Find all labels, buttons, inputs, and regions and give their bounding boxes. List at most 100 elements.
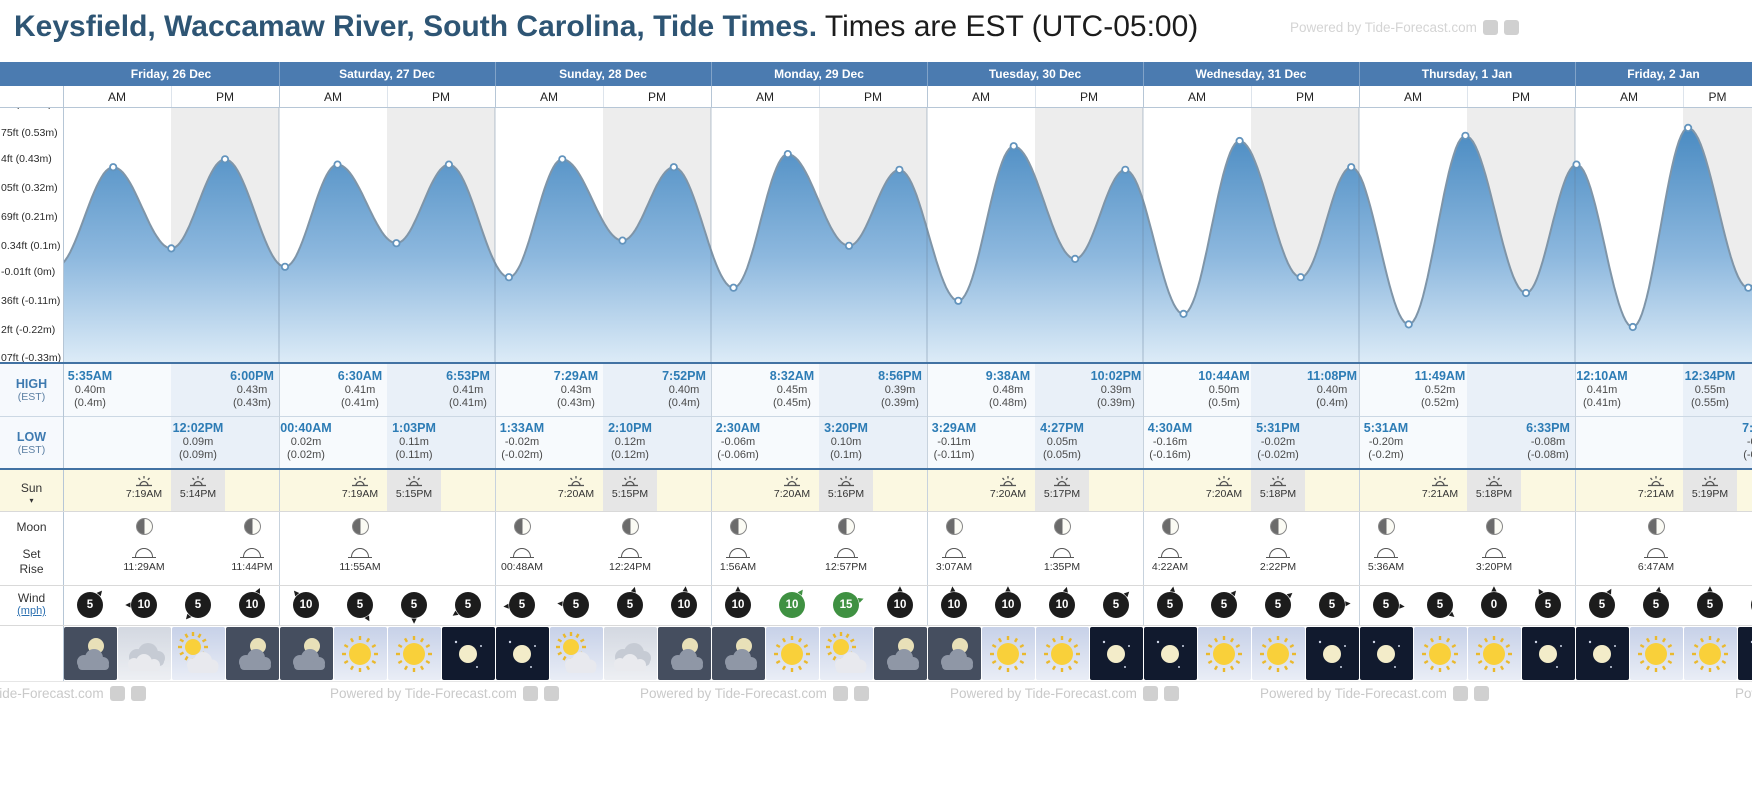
low-tide-entry: 2:30AM -0.06m (-0.06m) [688, 421, 788, 463]
wind-speed-badge: 10 [995, 592, 1021, 618]
y-axis-label: 75ft (0.53m) [1, 127, 58, 140]
wind-speed-badge: 10 [131, 592, 157, 618]
tide-time: 3:20PM [824, 421, 868, 435]
tide-extreme-marker [1521, 288, 1531, 298]
high-tide-entry: 5:35AM 0.40m (0.4m) [40, 369, 140, 411]
powered-watermark: Powered by Tide-Forecast.com [1290, 20, 1519, 35]
ampm-pm-cell: PM [171, 86, 280, 107]
weather-cell-sun-cloud [549, 627, 603, 680]
weather-cell-sun [1413, 627, 1467, 680]
tide-height-alt: (0.1m) [830, 449, 862, 461]
sunset-icon [816, 474, 876, 487]
sun-event-time: 7:20AM [557, 488, 595, 500]
social-icon-placeholder [130, 686, 146, 701]
sunrise-icon [1626, 474, 1686, 487]
wind-badge-group: ▲5 [1585, 584, 1619, 622]
tide-height-m: 0.43m [560, 383, 592, 396]
day-separator-line [1359, 364, 1360, 468]
moon-phase-icon [513, 518, 531, 535]
tide-extreme-marker [1296, 273, 1305, 282]
day-header-cell: Monday, 29 Dec [711, 62, 928, 86]
day-separator-line [279, 512, 280, 585]
horizon-line-icon [1266, 557, 1290, 558]
wind-speed-badge: 5 [1265, 592, 1291, 618]
day-header-cell: Saturday, 27 Dec [279, 62, 496, 86]
social-icon-placeholder [1482, 20, 1498, 35]
tide-extreme-marker [783, 149, 792, 159]
wind-speed-badge: 5 [1373, 592, 1399, 618]
weather-cell-moon-cloud [657, 627, 711, 680]
high-tide-entry: 11:08PM 0.40m (0.4m) [1282, 369, 1382, 411]
sun-event-time: 5:15PM [611, 488, 649, 500]
moon-row-label: Moon [16, 520, 47, 534]
y-axis-label: -0.01ft (0m) [1, 266, 56, 278]
weather-row [0, 626, 1752, 681]
sunset-icon [600, 474, 660, 487]
tide-time: 5:31AM [1363, 421, 1409, 435]
sunrise-event: 7:19AM [330, 474, 390, 500]
tide-height-m: -0.11m [937, 435, 971, 448]
high-tide-entry: 6:00PM 0.43m (0.43m) [202, 369, 302, 411]
day-header-cell: Friday, 2 Jan [1575, 62, 1752, 86]
horizon-line-icon [1644, 557, 1668, 558]
weather-cell-moon [1089, 627, 1143, 680]
tide-extreme-marker [954, 296, 963, 305]
wind-speed-badge: 5 [1643, 592, 1669, 618]
tide-height-m: 0.09m [182, 435, 214, 448]
day-separator-line [927, 586, 928, 625]
moon-event: 6:47AM [1626, 512, 1686, 573]
watermark-text: Powered by Tide-Forecast.com [1290, 20, 1477, 35]
moonrise-set-icon [1485, 548, 1503, 557]
high-row-label: HIGH (EST) [15, 377, 48, 403]
moon-event-time: 11:29AM [123, 561, 165, 573]
tide-extreme-marker [504, 273, 513, 282]
footer-watermarks: ed by Tide-Forecast.com Powered by Tide-F… [0, 686, 1752, 706]
row-divider [0, 585, 1752, 586]
sunrise-icon [1410, 474, 1470, 487]
wind-badge-group: ▲5 [397, 588, 431, 627]
high-tide-entry: 6:30AM 0.41m (0.41m) [310, 369, 410, 411]
tide-extreme-marker [333, 160, 342, 169]
day-separator-line [495, 586, 496, 625]
tide-height-m: 0.41m [1586, 383, 1618, 396]
moon-phase-icon [135, 518, 153, 535]
tide-height-m: 0.39m [884, 383, 916, 396]
sun-event-time: 7:19AM [125, 488, 163, 500]
moon-phase-icon [1053, 518, 1071, 535]
horizon-line-icon [348, 557, 372, 558]
tide-height-m: 0.41m [344, 383, 376, 396]
wind-speed-badge: 5 [509, 592, 535, 618]
day-header-cell: Sunday, 28 Dec [495, 62, 712, 86]
ampm-am-cell: AM [1359, 86, 1468, 107]
day-separator-line [1359, 586, 1360, 625]
y-axis-label: 1ft (0.64m) [1, 108, 52, 110]
weather-cell-sun [333, 627, 387, 680]
mph-units-link[interactable]: (mph) [17, 605, 46, 617]
tide-height-alt: (0.39m) [881, 397, 919, 409]
watermark-text: Powered by Tide-Forecast.com [1735, 686, 1752, 701]
tide-time: 4:30AM [1147, 421, 1193, 435]
wind-badge-group: ▲5 [1315, 588, 1354, 622]
weather-cell-moon-cloud [711, 627, 765, 680]
moon-event-time: 3:20PM [1475, 561, 1513, 573]
sun-row-label: Sun ▾ [0, 481, 63, 505]
weather-cell-sun [1467, 627, 1521, 680]
ampm-am-cell: AM [279, 86, 388, 107]
moon-event: 1:35PM [1032, 512, 1092, 573]
tide-time: 9:38AM [985, 369, 1031, 383]
tide-height-m: 0.48m [992, 383, 1024, 396]
low-tide-entry: 7:15PM-0.06m(-0.06m) [1714, 421, 1752, 463]
wind-badge-group: ▲ 15 [829, 588, 868, 622]
y-axis-label: 07ft (-0.33m) [1, 352, 62, 362]
wind-speed-badge: 10 [239, 592, 265, 618]
weather-cell-sun [1683, 627, 1737, 680]
tide-height-m: 0.40m [668, 383, 700, 396]
sunset-event: 5:19PM [1680, 474, 1740, 500]
tide-extreme-marker [1744, 283, 1752, 292]
tide-extreme-marker [444, 160, 453, 169]
sunset-icon [1248, 474, 1308, 487]
tide-time: 12:10AM [1576, 369, 1628, 383]
tide-height-alt: (0.41m) [1583, 397, 1621, 409]
moonrise-set-icon [1647, 548, 1665, 557]
tide-height-m: -0.20m [1368, 435, 1404, 448]
